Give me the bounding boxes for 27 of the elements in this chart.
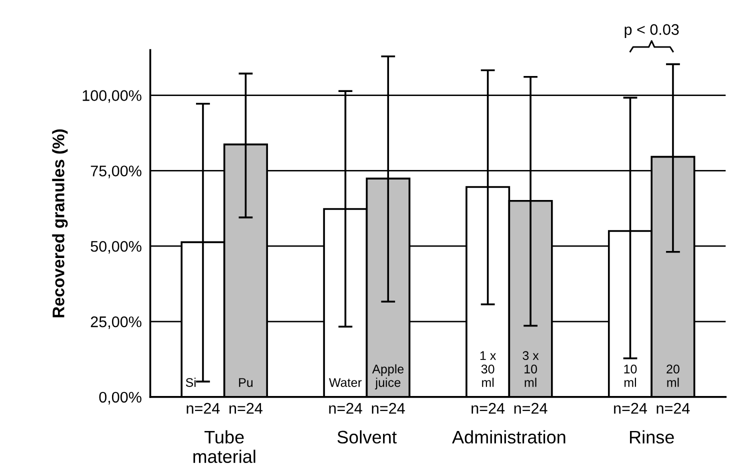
x-tick-label: Administration: [452, 430, 566, 444]
x-tick-label: Rinse: [630, 430, 674, 444]
y-tick-label: 100,00%: [82, 90, 142, 103]
text: n=24: [186, 402, 220, 414]
annotation: 10 ml: [624, 364, 637, 387]
annotation: Pu: [239, 378, 253, 387]
annotation: Water: [329, 378, 362, 387]
x-tick-label: Tube material: [193, 430, 256, 463]
text: n=24: [656, 402, 690, 414]
text: n=24: [372, 402, 405, 414]
y-tick-label: 0,00%: [99, 392, 142, 404]
text: p < 0.03: [624, 24, 679, 38]
text: n=24: [329, 402, 362, 414]
y-tick-label: 25,00%: [90, 316, 142, 330]
y-tick-label: 50,00%: [90, 240, 142, 254]
y-tick-label: 75,00%: [90, 166, 142, 178]
y-axis-title: Recovered granules (%): [52, 129, 68, 318]
text: n=24: [614, 402, 648, 414]
text: n=24: [472, 402, 505, 414]
annotation: 1 x 30 ml: [480, 351, 496, 387]
text: n=24: [514, 402, 548, 414]
annotation: 20 ml: [666, 364, 680, 387]
x-tick-label: Solvent: [337, 430, 397, 444]
text: n=24: [230, 402, 262, 414]
annotation: Si: [186, 378, 196, 387]
annotation: Apple juice: [372, 364, 404, 390]
annotation: 3 x 10 ml: [522, 351, 539, 387]
